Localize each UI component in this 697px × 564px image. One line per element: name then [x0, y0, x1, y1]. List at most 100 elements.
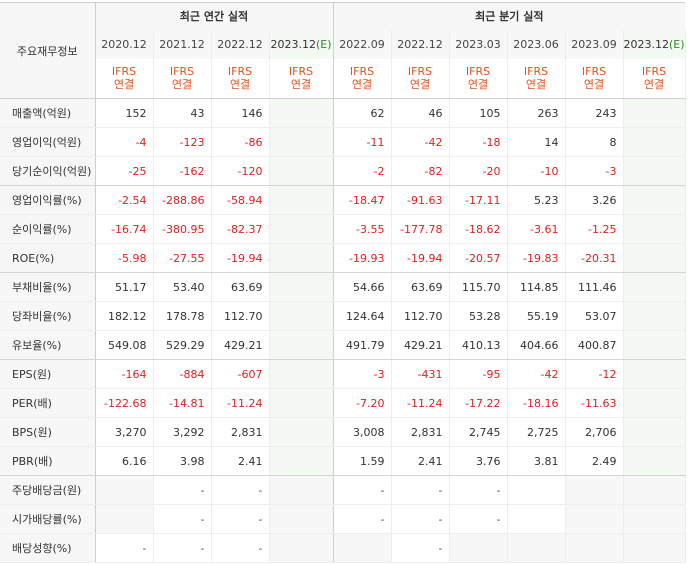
- basis-standard: IFRS: [581, 65, 607, 79]
- value-cell: [623, 504, 686, 534]
- value-cell: [269, 388, 334, 418]
- value-cell: [507, 533, 566, 563]
- value-cell: 263: [507, 98, 566, 128]
- value-cell: [623, 388, 686, 418]
- row-label: 부채비율(%): [0, 272, 96, 302]
- value-cell: [269, 330, 334, 360]
- value-cell: -11: [333, 127, 392, 157]
- row-label: 영업이익(억원): [0, 127, 96, 157]
- value-cell: 2,725: [507, 417, 566, 447]
- value-cell: -18: [449, 127, 508, 157]
- value-cell: -: [211, 533, 270, 563]
- value-cell: 8: [565, 127, 624, 157]
- value-cell: -: [95, 533, 154, 563]
- value-cell: -18.16: [507, 388, 566, 418]
- value-cell: -18.62: [449, 214, 508, 244]
- basis-standard: IFRS: [465, 65, 491, 79]
- row-label: 순이익률(%): [0, 214, 96, 244]
- accounting-basis: IFRS 연결: [449, 58, 508, 99]
- value-cell: 55.19: [507, 301, 566, 331]
- basis-scope: 연결: [409, 78, 431, 92]
- value-cell: -: [211, 504, 270, 534]
- period-date: 2021.12: [153, 29, 212, 59]
- value-cell: -177.78: [391, 214, 450, 244]
- value-cell: -3.61: [507, 214, 566, 244]
- basis-scope: 연결: [171, 78, 193, 92]
- basis-standard: IFRS: [227, 65, 253, 79]
- value-cell: -4: [95, 127, 154, 157]
- value-cell: -164: [95, 359, 154, 389]
- basis-scope: 연결: [583, 78, 605, 92]
- value-cell: 115.70: [449, 272, 508, 302]
- value-cell: -19.93: [333, 243, 392, 273]
- value-cell: [269, 475, 334, 505]
- value-cell: 53.07: [565, 301, 624, 331]
- value-cell: -10: [507, 156, 566, 186]
- value-cell: -11.24: [391, 388, 450, 418]
- value-cell: 2,745: [449, 417, 508, 447]
- table-row: BPS(원) 3,270 3,292 2,831 3,008 2,831 2,745 2,72…: [0, 417, 686, 447]
- value-cell: -: [211, 475, 270, 505]
- basis-standard: IFRS: [641, 65, 667, 79]
- accounting-basis: IFRS 연결: [565, 58, 624, 99]
- table-row: PER(배) -122.68 -14.81 -11.24 -7.20 -11.24 -17.…: [0, 388, 686, 418]
- value-cell: 3,292: [153, 417, 212, 447]
- basis-scope: 연결: [643, 78, 665, 92]
- value-cell: 2.49: [565, 446, 624, 476]
- value-cell: [449, 533, 508, 563]
- accounting-basis: IFRS 연결: [333, 58, 392, 99]
- value-cell: [623, 446, 686, 476]
- value-cell: -42: [391, 127, 450, 157]
- period-date-row: 2020.12 2021.12 2022.12 2023.12(E) 2022.09 20…: [0, 29, 686, 59]
- value-cell: 54.66: [333, 272, 392, 302]
- table-row: 당기순이익(억원) -25 -162 -120 -2 -82 -20 -10 -3: [0, 156, 686, 186]
- value-cell: [333, 533, 392, 563]
- value-cell: -86: [211, 127, 270, 157]
- value-cell: 3.98: [153, 446, 212, 476]
- period-date: 2023.12(E): [269, 29, 334, 59]
- value-cell: -: [153, 475, 212, 505]
- period-date: 2023.06: [507, 29, 566, 59]
- basis-scope: 연결: [467, 78, 489, 92]
- value-cell: -: [391, 504, 450, 534]
- value-cell: [95, 504, 154, 534]
- quarterly-section-title: 최근 분기 실적: [333, 2, 686, 30]
- value-cell: -3: [565, 156, 624, 186]
- basis-scope: 연결: [229, 78, 251, 92]
- value-cell: 124.64: [333, 301, 392, 331]
- period-date: 2023.09: [565, 29, 624, 59]
- value-cell: [269, 127, 334, 157]
- value-cell: [269, 446, 334, 476]
- value-cell: -884: [153, 359, 212, 389]
- period-date-text: 2023.12: [623, 37, 670, 51]
- value-cell: 491.79: [333, 330, 392, 360]
- row-label: 배당성향(%): [0, 533, 96, 563]
- value-cell: [269, 301, 334, 331]
- estimate-marker: (E): [669, 37, 685, 51]
- period-date-text: 2022.09: [339, 37, 385, 51]
- basis-scope: 연결: [113, 78, 135, 92]
- value-cell: -11.63: [565, 388, 624, 418]
- value-cell: [269, 156, 334, 186]
- value-cell: -3.55: [333, 214, 392, 244]
- table-row: EPS(원) -164 -884 -607 -3 -431 -95 -42 -12: [0, 359, 686, 389]
- value-cell: -25: [95, 156, 154, 186]
- value-cell: 3,008: [333, 417, 392, 447]
- value-cell: 112.70: [211, 301, 270, 331]
- value-cell: -20.57: [449, 243, 508, 273]
- value-cell: 1.59: [333, 446, 392, 476]
- table-row: 순이익률(%) -16.74 -380.95 -82.37 -3.55 -177.78 -1…: [0, 214, 686, 244]
- value-cell: -20.31: [565, 243, 624, 273]
- value-cell: -162: [153, 156, 212, 186]
- value-cell: [623, 185, 686, 215]
- table-row: 당좌비율(%) 182.12 178.78 112.70 124.64 112.70 53.…: [0, 301, 686, 331]
- row-label: BPS(원): [0, 417, 96, 447]
- value-cell: [269, 359, 334, 389]
- period-date-text: 2023.06: [513, 37, 559, 51]
- value-cell: -: [449, 475, 508, 505]
- financial-summary-table: 주요재무정보 최근 연간 실적 최근 분기 실적 2020.12 2021.12 2…: [0, 2, 686, 563]
- value-cell: -17.22: [449, 388, 508, 418]
- table-row: 영업이익(억원) -4 -123 -86 -11 -42 -18 14 8: [0, 127, 686, 157]
- value-cell: -431: [391, 359, 450, 389]
- value-cell: -19.94: [391, 243, 450, 273]
